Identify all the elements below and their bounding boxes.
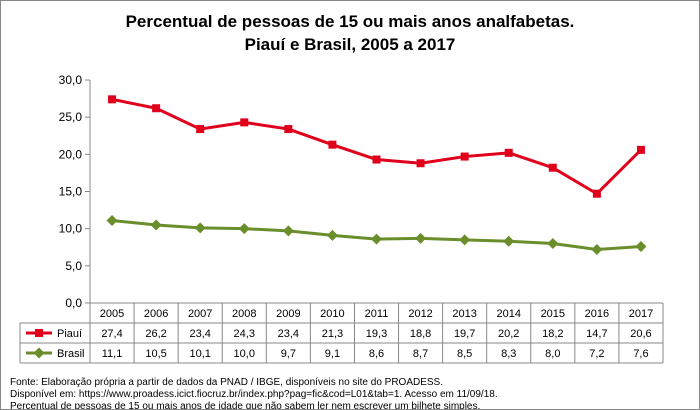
legend-marker <box>33 347 45 359</box>
chart-subtitle: Piauí e Brasil, 2005 a 2017 <box>244 35 456 54</box>
data-point <box>547 238 559 250</box>
data-point <box>326 229 338 241</box>
series-line-piau- <box>111 97 643 196</box>
data-table-value: 14,7 <box>586 328 607 340</box>
data-table-value: 20,6 <box>630 328 651 340</box>
data-table-value: 10,0 <box>234 348 255 360</box>
data-table-value: 21,3 <box>322 328 343 340</box>
data-table-value: 8,6 <box>369 348 384 360</box>
data-table-value: 8,3 <box>501 348 516 360</box>
y-tick-label: 20,0 <box>59 147 83 161</box>
data-table-value: 9,1 <box>325 348 340 360</box>
data-point <box>328 140 337 149</box>
data-table-value: 9,7 <box>281 348 296 360</box>
y-tick-label: 25,0 <box>59 110 83 124</box>
x-tick-label: 2009 <box>276 308 300 320</box>
data-point <box>371 233 382 245</box>
x-tick-label: 2014 <box>496 308 520 320</box>
data-table-value: 26,2 <box>145 328 166 340</box>
data-point <box>240 118 249 127</box>
data-point <box>635 241 647 253</box>
legend-label: Piauí <box>57 328 82 340</box>
y-tick-label: 30,0 <box>59 73 83 87</box>
data-point <box>548 163 557 172</box>
data-point <box>591 243 603 255</box>
data-point <box>504 148 513 157</box>
data-point <box>503 235 515 247</box>
data-point <box>416 159 425 168</box>
y-tick-label: 5,0 <box>65 259 82 273</box>
x-tick-label: 2012 <box>408 308 432 320</box>
data-point <box>282 225 294 237</box>
data-table-value: 23,4 <box>189 328 210 340</box>
data-table-value: 7,2 <box>589 348 604 360</box>
data-table-value: 11,1 <box>102 348 123 360</box>
source-note: Fonte: Elaboração própria a partir de da… <box>10 377 444 388</box>
data-point <box>415 232 427 244</box>
data-point <box>459 234 471 246</box>
data-point <box>150 219 162 231</box>
legend-label: Brasil <box>57 348 85 360</box>
chart-title: Percentual de pessoas de 15 ou mais anos… <box>125 12 575 31</box>
data-point <box>636 145 645 154</box>
data-point <box>194 222 206 234</box>
availability-note: Disponível em: https://www.proadess.icic… <box>10 389 498 400</box>
data-point <box>196 125 205 134</box>
data-point <box>372 155 381 164</box>
y-tick-label: 10,0 <box>59 222 83 236</box>
data-point <box>108 95 117 104</box>
legend-marker <box>35 329 43 337</box>
data-table-value: 10,5 <box>145 348 166 360</box>
data-table-value: 20,2 <box>498 328 519 340</box>
x-tick-label: 2017 <box>629 308 653 320</box>
data-table-value: 23,4 <box>278 328 299 340</box>
data-table-value: 19,7 <box>454 328 475 340</box>
y-tick-label: 0,0 <box>65 296 82 310</box>
definition-note: Percentual de pessoas de 15 ou mais anos… <box>10 401 481 409</box>
x-tick-label: 2010 <box>320 308 344 320</box>
x-tick-label: 2016 <box>585 308 609 320</box>
data-point <box>106 214 118 226</box>
x-tick-label: 2008 <box>232 308 256 320</box>
data-table-value: 27,4 <box>101 328 122 340</box>
data-table-value: 24,3 <box>234 328 255 340</box>
x-tick-label: 2013 <box>452 308 476 320</box>
x-tick-label: 2005 <box>100 308 124 320</box>
data-table-value: 18,8 <box>410 328 431 340</box>
x-tick-label: 2015 <box>541 308 565 320</box>
data-table-value: 8,0 <box>545 348 560 360</box>
x-tick-label: 2006 <box>144 308 168 320</box>
data-point <box>152 104 161 113</box>
data-point <box>238 223 250 235</box>
data-table-value: 19,3 <box>366 328 387 340</box>
x-tick-label: 2011 <box>365 308 389 320</box>
data-table-value: 7,6 <box>633 348 648 360</box>
data-table-value: 8,7 <box>413 348 428 360</box>
data-table-value: 8,5 <box>457 348 472 360</box>
data-table-value: 10,1 <box>189 348 210 360</box>
data-point <box>284 125 293 134</box>
x-tick-label: 2007 <box>188 308 212 320</box>
data-point <box>460 152 469 161</box>
data-point <box>592 189 601 198</box>
data-table-value: 18,2 <box>542 328 563 340</box>
y-tick-label: 15,0 <box>59 185 83 199</box>
